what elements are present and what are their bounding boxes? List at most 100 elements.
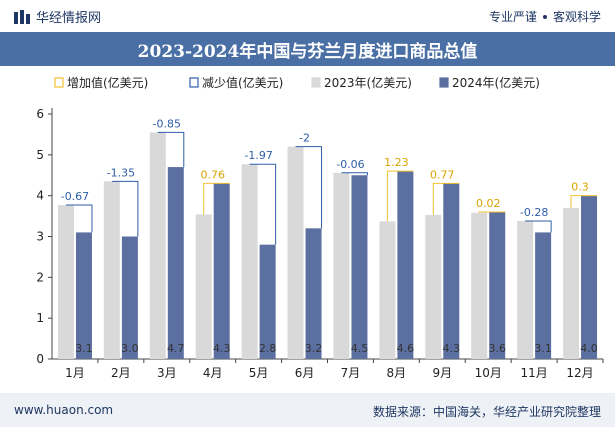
value-label-2024: 3.1 <box>75 342 93 355</box>
value-label-2024: 4.3 <box>443 342 461 355</box>
decrease-bracket <box>65 204 93 233</box>
tagline-2: 客观科学 <box>552 10 601 24</box>
y-tick-label: 4 <box>36 189 44 203</box>
bar-2023 <box>425 214 442 359</box>
bar-2024 <box>167 167 184 359</box>
top-bar: 华经情报网 专业严谨 客观科学 <box>0 0 615 30</box>
bar-2024 <box>121 236 138 359</box>
change-label: -0.28 <box>520 206 548 219</box>
legend-2024-swatch <box>439 77 449 88</box>
value-label-2024: 3.2 <box>305 342 323 355</box>
bar-2024 <box>75 232 92 359</box>
legend: 增加值(亿美元) 减少值(亿美元) 2023年(亿美元) 2024年(亿美元) <box>54 75 540 90</box>
value-label-2024: 4.0 <box>580 342 598 355</box>
change-label: -1.35 <box>107 166 135 179</box>
change-label: 0.02 <box>476 197 501 210</box>
bar-2023 <box>241 164 258 359</box>
change-label: -0.67 <box>61 190 89 203</box>
legend-increase-swatch <box>54 77 64 88</box>
decrease-bracket <box>525 220 552 233</box>
bar-2023 <box>195 214 212 359</box>
logo-icon <box>14 9 30 24</box>
chart: 增加值(亿美元) 减少值(亿美元) 2023年(亿美元) 2024年(亿美元) 012… <box>36 75 604 380</box>
decrease-bracket <box>295 146 323 229</box>
x-tick-label: 5月 <box>249 366 269 380</box>
bar-2024 <box>397 171 414 359</box>
legend-2024-label: 2024年(亿美元) <box>452 75 540 90</box>
value-label-2024: 3.0 <box>121 342 139 355</box>
footer-source: 数据来源：中国海关，华经产业研究院整理 <box>372 405 601 419</box>
x-tick-label: 8月 <box>387 366 407 380</box>
x-tick-label: 3月 <box>157 366 177 380</box>
axes: 0 1 2 3 4 5 6 <box>36 107 604 366</box>
chart-title: 2023-2024年中国与芬兰月度进口商品总值 <box>0 32 615 66</box>
logo-text: 华经情报网 <box>36 11 102 26</box>
change-label: 1.23 <box>384 156 409 169</box>
y-tick-label: 5 <box>36 148 44 162</box>
y-tick-label: 0 <box>36 352 44 366</box>
y-tick-label: 2 <box>36 270 44 284</box>
dot-separator <box>542 14 547 19</box>
x-tick-label: 10月 <box>475 366 502 380</box>
legend-2023-swatch <box>311 77 321 88</box>
change-label: 0.77 <box>430 168 455 181</box>
change-label: 0.76 <box>200 168 225 181</box>
tagline: 专业严谨 客观科学 <box>489 8 601 25</box>
x-tick-label: 4月 <box>203 366 223 380</box>
logo: 华经情报网 <box>14 7 101 26</box>
decrease-bracket <box>111 180 139 237</box>
value-label-2024: 4.5 <box>351 342 369 355</box>
bar-2024 <box>213 183 230 359</box>
bar-2024 <box>581 195 598 359</box>
bar-2023 <box>333 172 350 359</box>
bar-2024 <box>305 228 322 359</box>
change-label: -1.97 <box>244 149 272 162</box>
bar-2023 <box>517 220 534 359</box>
y-tick-label: 1 <box>36 311 44 325</box>
legend-decrease-swatch <box>189 77 199 88</box>
bars <box>57 131 598 359</box>
value-label-2024: 3.6 <box>488 342 506 355</box>
y-tick-label: 3 <box>36 230 44 244</box>
bar-2024 <box>443 183 460 359</box>
bar-2024 <box>259 244 276 359</box>
decrease-bracket <box>249 163 277 245</box>
value-label-2024: 4.3 <box>213 342 231 355</box>
legend-decrease-label: 减少值(亿美元) <box>202 75 283 90</box>
labels: -0.67 3.1 1月 -1.35 3.0 2月 -0.85 4.7 3月 0.76 4.3 4月 -… <box>61 117 598 380</box>
change-label: 0.3 <box>571 181 589 194</box>
footer-website: www.huaon.com <box>14 403 114 417</box>
value-label-2024: 2.8 <box>259 342 277 355</box>
tagline-1: 专业严谨 <box>488 10 537 24</box>
x-tick-label: 9月 <box>432 366 452 380</box>
decrease-bracket <box>341 172 368 176</box>
bar-2023 <box>379 221 396 359</box>
x-tick-label: 1月 <box>65 366 85 380</box>
bar-2023 <box>57 205 74 359</box>
increase-bracket <box>203 182 230 215</box>
legend-2023-label: 2023年(亿美元) <box>324 75 412 90</box>
bar-2023 <box>563 207 580 359</box>
value-label-2024: 4.7 <box>167 342 185 355</box>
bar-2024 <box>535 232 552 359</box>
x-tick-label: 2月 <box>111 366 131 380</box>
increase-bracket <box>478 211 506 213</box>
decrease-bracket <box>157 131 185 168</box>
increase-bracket <box>570 195 598 208</box>
bar-2023 <box>471 212 488 359</box>
bar-2024 <box>489 212 506 359</box>
change-label: -0.85 <box>153 117 181 130</box>
x-tick-label: 12月 <box>566 366 593 380</box>
value-label-2024: 3.1 <box>534 342 552 355</box>
bar-2023 <box>149 132 166 359</box>
change-label: -2 <box>299 132 310 145</box>
x-tick-label: 6月 <box>295 366 315 380</box>
footer: www.huaon.com 数据来源：中国海关，华经产业研究院整理 <box>0 393 615 427</box>
y-tick-label: 6 <box>36 107 44 121</box>
legend-increase-label: 增加值(亿美元) <box>67 75 148 90</box>
increase-bracket <box>386 170 414 222</box>
bar-2023 <box>103 181 120 359</box>
increase-bracket <box>432 182 460 215</box>
x-tick-label: 7月 <box>341 366 361 380</box>
x-tick-label: 11月 <box>520 366 547 380</box>
